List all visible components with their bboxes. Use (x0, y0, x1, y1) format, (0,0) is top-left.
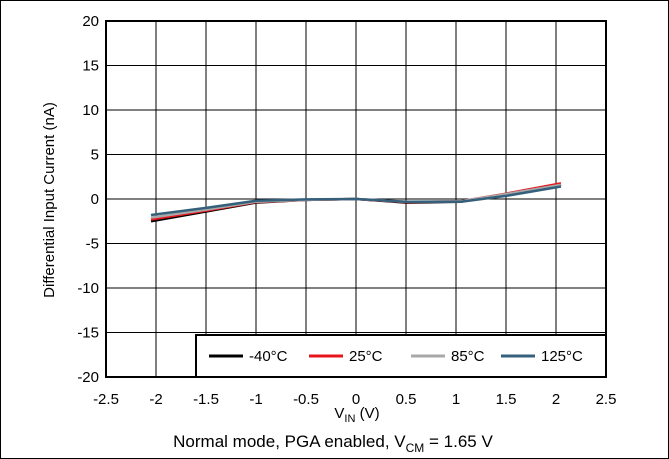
y-tick-label: 0 (91, 191, 99, 208)
y-tick-label: 20 (82, 13, 99, 30)
y-tick-label: -15 (77, 325, 99, 342)
x-tick-label: 1 (452, 391, 460, 408)
y-tick-label: -10 (77, 280, 99, 297)
x-tick-label: -1.5 (193, 391, 219, 408)
legend-label: -40°C (249, 348, 288, 365)
x-axis-label: VIN (V) (334, 405, 379, 425)
x-axis-label-sub: IN (344, 413, 355, 425)
x-tick-label: 2.5 (596, 391, 617, 408)
x-tick-label: 0 (352, 391, 360, 408)
y-tick-label: 5 (91, 147, 99, 164)
y-tick-label: -5 (86, 236, 99, 253)
x-tick-label: 2 (552, 391, 560, 408)
caption-post: = 1.65 V (424, 432, 493, 451)
y-tick-label: 10 (82, 102, 99, 119)
legend-label: 25°C (349, 348, 383, 365)
x-tick-label: -2 (149, 391, 162, 408)
x-tick-label: -1 (249, 391, 262, 408)
caption-pre: Normal mode, PGA enabled, V (173, 432, 406, 451)
y-tick-labels: -20 -15 -10 -5 0 5 10 15 20 (77, 13, 99, 386)
series-line-3 (150, 185, 562, 217)
x-axis-label-unit: (V) (355, 405, 379, 422)
x-tick-label: 1.5 (496, 391, 517, 408)
chart-caption: Normal mode, PGA enabled, VCM = 1.65 V (173, 432, 493, 455)
x-tick-label: 0.5 (396, 391, 417, 408)
y-tick-label: 15 (82, 58, 99, 75)
x-tick-label: -2.5 (93, 391, 119, 408)
legend-label: 85°C (451, 348, 485, 365)
x-tick-label: -0.5 (293, 391, 319, 408)
legend: -40°C 25°C 85°C 125°C (195, 334, 607, 378)
series-group (150, 182, 562, 223)
legend-box (195, 334, 607, 378)
y-tick-label: -20 (77, 369, 99, 386)
legend-label: 125°C (541, 348, 583, 365)
x-tick-labels: -2.5 -2 -1.5 -1 -0.5 0 0.5 1 1.5 2 2.5 (93, 391, 616, 408)
caption-sub: CM (406, 441, 425, 455)
y-axis-label: Differential Input Current (nA) (41, 102, 58, 298)
x-axis-label-main: V (334, 405, 344, 422)
